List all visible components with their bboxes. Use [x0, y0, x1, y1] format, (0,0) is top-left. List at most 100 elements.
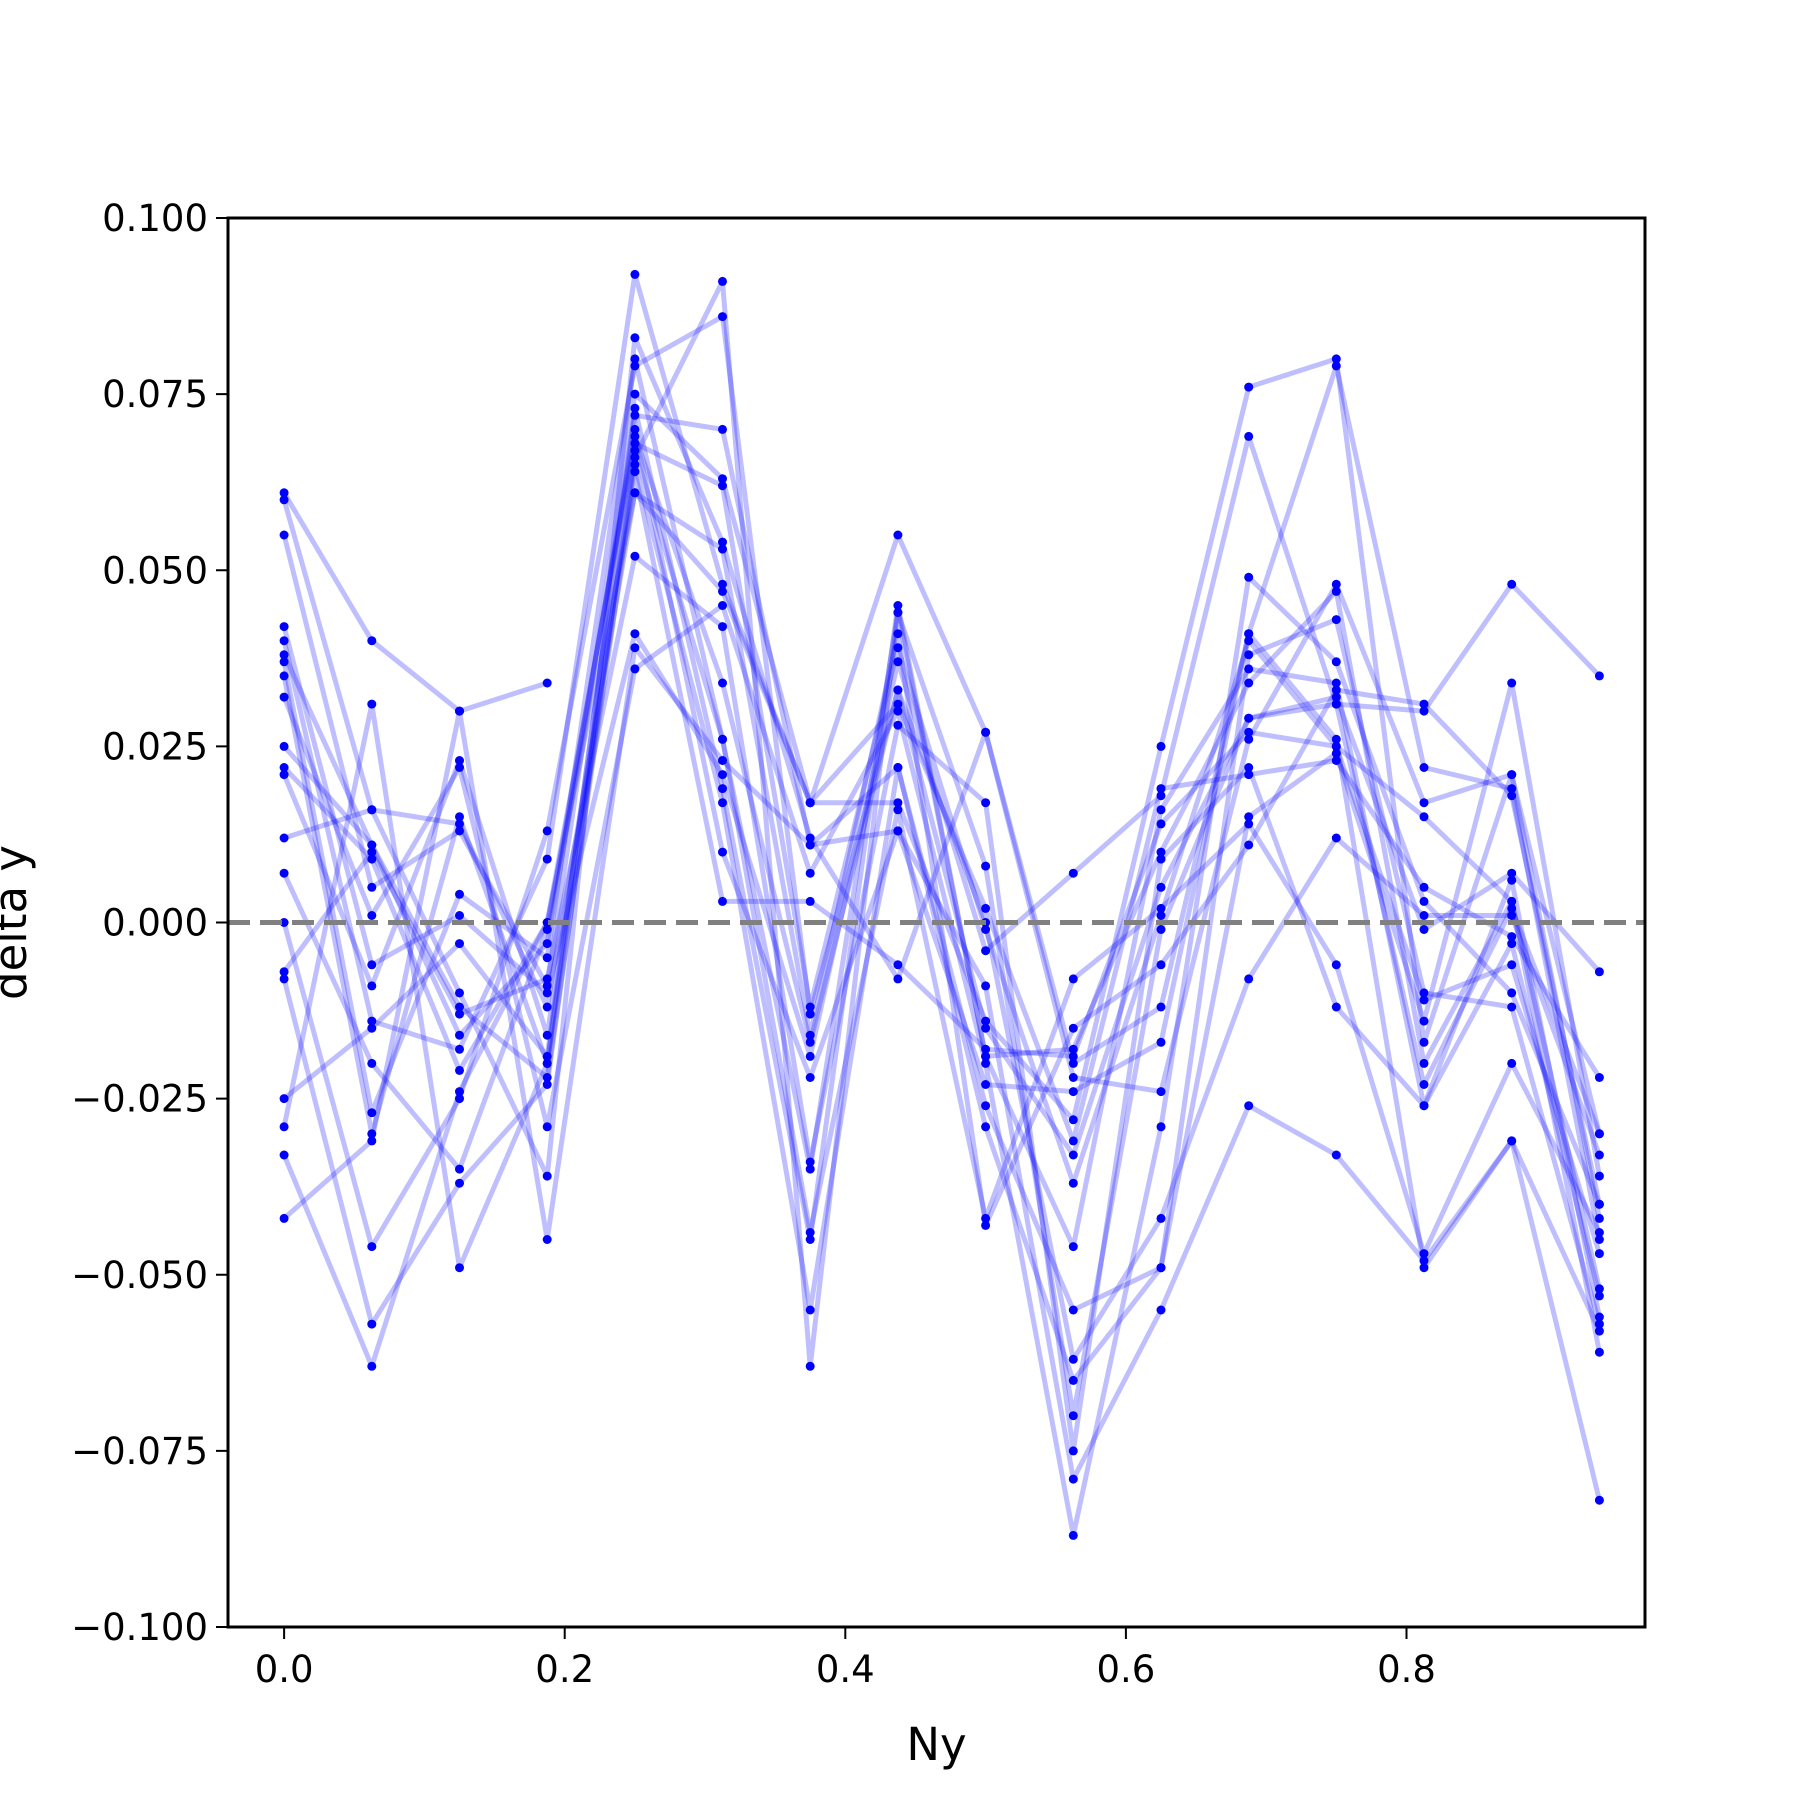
data-point — [1507, 1136, 1517, 1146]
data-point — [542, 1058, 552, 1068]
data-point — [1068, 1178, 1078, 1188]
data-point — [1331, 699, 1341, 709]
data-point — [279, 833, 289, 843]
series-line — [281, 314, 1602, 1362]
data-point — [630, 361, 640, 371]
data-point — [367, 1136, 377, 1146]
data-point — [1419, 1080, 1429, 1089]
data-point — [1156, 741, 1166, 751]
data-point — [542, 939, 552, 949]
data-point — [981, 1122, 991, 1132]
data-point — [1156, 791, 1166, 801]
data-point — [1507, 911, 1517, 920]
data-point — [1331, 833, 1341, 843]
data-point — [1331, 354, 1341, 364]
data-point — [1156, 925, 1166, 934]
data-point — [1244, 763, 1254, 772]
data-point — [718, 601, 727, 610]
series-line — [281, 271, 1602, 1135]
data-point — [1507, 903, 1517, 913]
data-point — [893, 798, 903, 808]
data-point — [981, 903, 991, 913]
data-point — [805, 833, 815, 843]
data-point — [542, 981, 552, 991]
data-point — [981, 1101, 991, 1111]
y-tick-label: 0.025 — [102, 725, 208, 768]
data-point — [1331, 678, 1341, 688]
data-point — [279, 763, 289, 772]
data-point — [718, 481, 727, 491]
y-tick-label: 0.050 — [102, 549, 208, 592]
data-point — [367, 854, 377, 864]
data-point — [893, 763, 903, 772]
data-point — [805, 1073, 815, 1082]
data-point — [455, 988, 464, 998]
data-point — [1419, 1263, 1429, 1273]
data-point — [279, 530, 289, 540]
data-point — [893, 706, 903, 716]
series-line — [282, 645, 1602, 1482]
data-point — [455, 1178, 464, 1188]
series-line — [281, 278, 1602, 1369]
data-point — [805, 1235, 815, 1244]
data-point — [1244, 770, 1254, 780]
data-point — [279, 636, 289, 646]
series-line — [281, 433, 1602, 1172]
y-tick-label: −0.025 — [71, 1078, 208, 1121]
data-point — [542, 854, 552, 864]
data-point — [893, 699, 903, 709]
data-point — [455, 911, 464, 920]
data-point — [1068, 1375, 1078, 1385]
x-axis-label: Ny — [906, 1718, 966, 1771]
data-point — [455, 939, 464, 949]
data-point — [455, 812, 464, 822]
data-point — [893, 974, 903, 984]
data-point — [1068, 1136, 1078, 1146]
y-tick-label: 0.075 — [102, 373, 208, 416]
data-point — [1507, 678, 1517, 688]
data-point — [1594, 671, 1604, 681]
x-tick-label: 0.6 — [1096, 1648, 1155, 1691]
data-point — [805, 1305, 815, 1315]
data-point — [1244, 1101, 1254, 1111]
data-point — [893, 530, 903, 540]
data-point — [1507, 770, 1517, 780]
data-point — [542, 1080, 552, 1089]
data-point — [1068, 1115, 1078, 1125]
data-point — [1419, 1256, 1429, 1266]
data-point — [1331, 734, 1341, 744]
data-point — [1331, 586, 1341, 596]
data-point — [1156, 1087, 1166, 1097]
data-point — [1594, 1213, 1604, 1223]
series-line — [281, 490, 1602, 1369]
data-point — [630, 643, 640, 653]
data-point — [1156, 882, 1166, 892]
data-point — [1331, 361, 1341, 371]
data-point — [542, 974, 552, 984]
data-series — [228, 269, 1645, 1540]
data-point — [1156, 903, 1166, 913]
data-point — [1419, 706, 1429, 716]
data-point — [1156, 960, 1166, 970]
data-point — [893, 657, 903, 667]
data-point — [279, 1213, 289, 1223]
series-line — [282, 440, 1602, 1290]
x-tick-label: 0.8 — [1377, 1648, 1436, 1691]
data-point — [1594, 1249, 1604, 1259]
data-point — [805, 1361, 815, 1371]
data-point — [455, 706, 464, 716]
data-point — [893, 720, 903, 730]
data-point — [981, 1023, 991, 1033]
data-point — [1156, 854, 1166, 864]
data-point — [1244, 974, 1254, 984]
data-point — [542, 1002, 552, 1012]
data-point — [981, 1058, 991, 1068]
data-point — [542, 678, 552, 688]
data-point — [1331, 1150, 1341, 1160]
data-point — [805, 868, 815, 878]
data-point — [893, 608, 903, 617]
series-line — [282, 412, 1602, 1313]
data-point — [718, 734, 727, 744]
data-point — [1156, 819, 1166, 829]
data-point — [542, 1030, 552, 1040]
